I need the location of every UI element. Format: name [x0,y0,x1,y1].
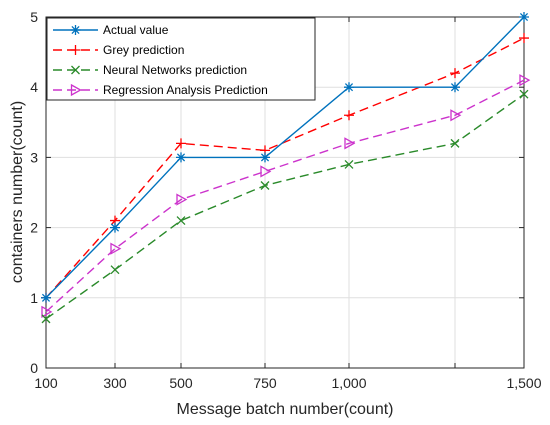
legend-entry: Neural Networks prediction [53,63,247,77]
data-point [176,216,186,226]
y-tick-label: 1 [30,290,38,306]
legend-entry: Regression Analysis Prediction [53,83,268,97]
data-point [344,137,356,150]
legend-label: Regression Analysis Prediction [103,83,268,97]
legend: Actual value Grey prediction Neural Networ… [46,17,316,101]
data-point [110,222,120,233]
series-actual-value [41,12,529,303]
legend-marker [70,45,81,55]
legend-entry: Actual value [53,23,169,37]
data-point [450,68,460,79]
axis-ticks: 100 300 500 750 1,000 1,500 0 1 2 3 4 5 [30,9,542,391]
data-point [260,152,270,163]
x-tick-label: 1,500 [506,375,541,391]
data-point [176,152,186,163]
y-tick-label: 4 [30,79,38,95]
data-point [519,74,531,87]
data-point [110,265,120,275]
legend-label: Grey prediction [103,43,184,57]
data-point [450,109,462,122]
y-axis-label: containers number(count) [9,101,26,283]
data-point [176,193,188,206]
y-tick-label: 2 [30,220,38,236]
y-tick-label: 3 [30,149,38,165]
x-axis-label: Message batch number(count) [177,401,394,418]
series-regression-analysis-prediction [41,74,531,318]
data-point [344,110,354,121]
x-tick-label: 1,000 [331,375,366,391]
data-point [176,138,186,149]
data-point [519,33,529,44]
data-point [450,82,460,93]
data-point [519,89,529,99]
data-point [344,159,354,169]
legend-marker [71,65,80,75]
legend-label: Neural Networks prediction [103,63,247,77]
data-point [110,242,122,255]
data-point [41,314,51,324]
data-point [450,138,460,148]
data-point [344,82,354,93]
legend-label: Actual value [103,23,169,37]
legend-marker [70,83,82,97]
data-point [41,292,51,303]
x-tick-label: 500 [169,375,193,391]
series-neural-networks-prediction [41,89,529,324]
y-tick-label: 0 [30,360,38,376]
data-point [260,165,272,178]
data-point [260,181,270,190]
data-point [41,305,53,318]
x-tick-label: 750 [253,375,277,391]
x-tick-label: 100 [34,375,58,391]
legend-marker [70,25,81,35]
y-tick-label: 5 [30,9,38,25]
series-line [45,79,525,313]
legend-box [46,17,316,101]
legend-entry: Grey prediction [53,43,184,57]
data-point [519,12,529,22]
plot-frame [45,16,525,369]
x-tick-label: 300 [103,375,127,391]
series-group [41,12,531,324]
